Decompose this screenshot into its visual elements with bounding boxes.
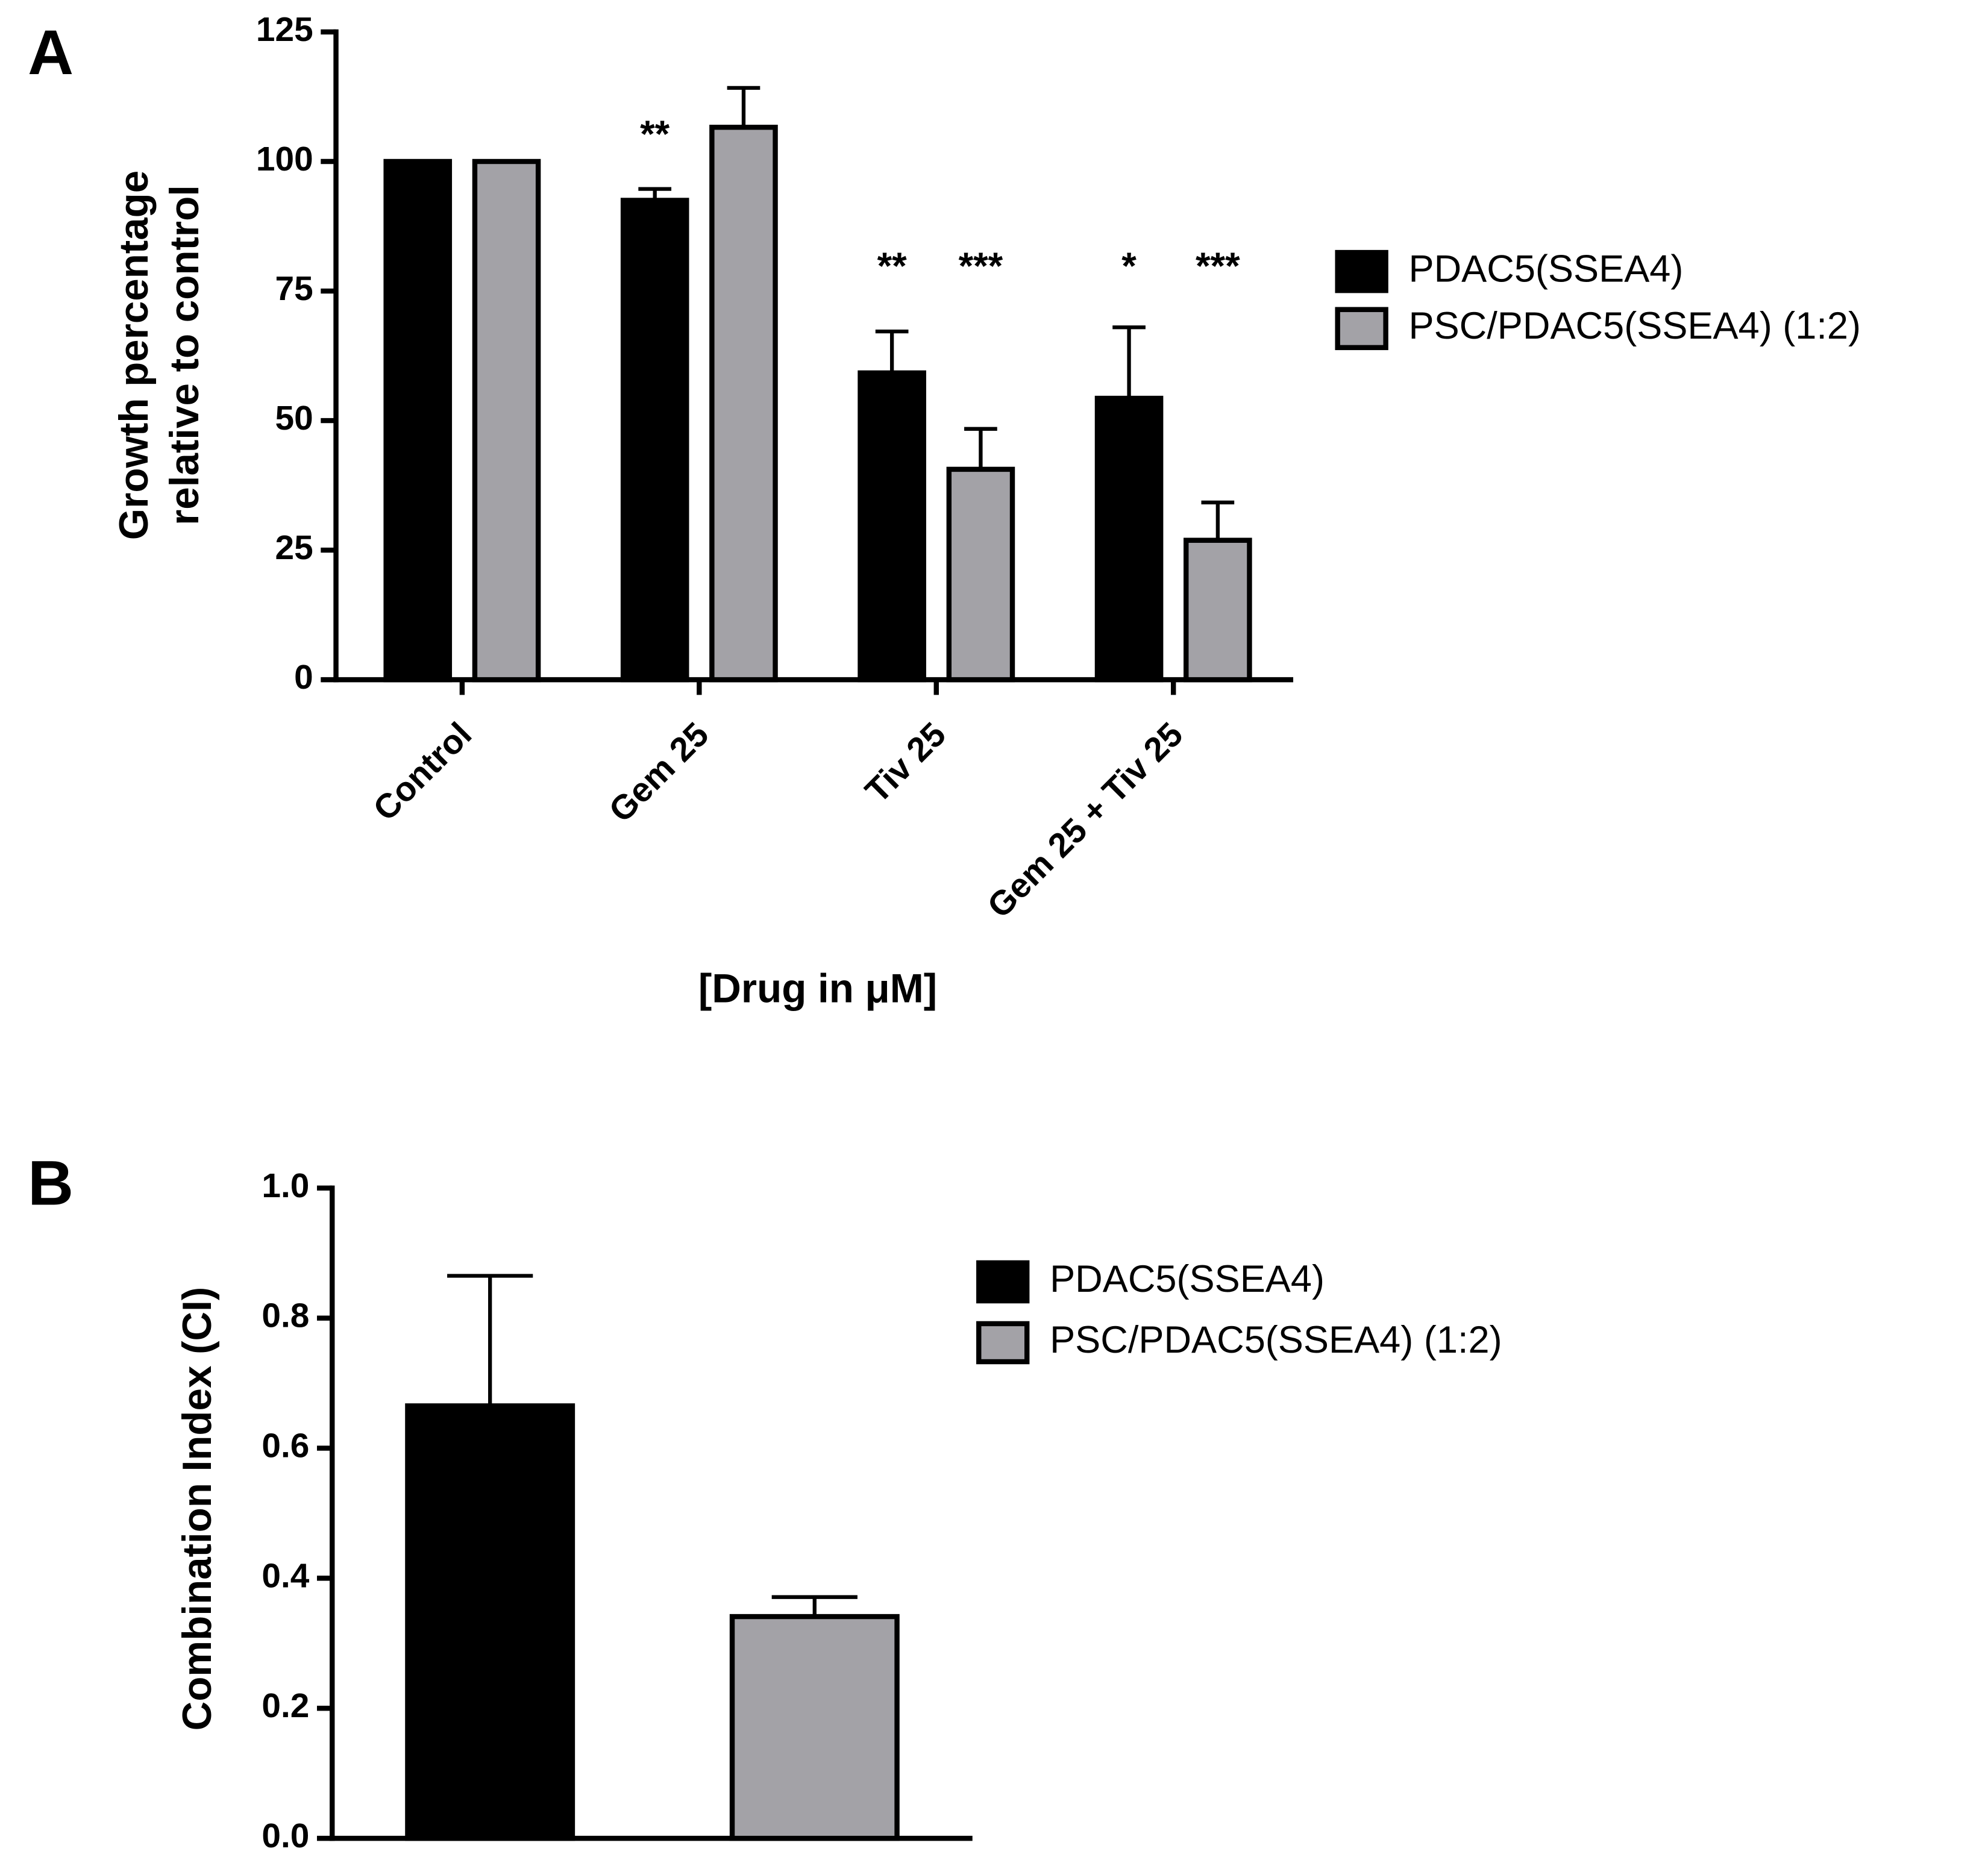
bar <box>1184 537 1252 683</box>
bar <box>620 198 689 683</box>
bar <box>709 125 778 683</box>
x-axis-label: [Drug in μM] <box>698 966 937 1011</box>
significance-label: ** <box>640 113 670 155</box>
bar <box>858 370 926 683</box>
x-tick-label: Gem 25 <box>602 716 716 830</box>
error-bar <box>727 86 760 128</box>
y-tick-label: 0 <box>294 659 313 697</box>
y-tick-label: 100 <box>256 140 313 178</box>
y-tick-label: 0.4 <box>262 1557 309 1595</box>
bar <box>472 158 541 683</box>
y-tick-label: 125 <box>256 11 313 49</box>
bar <box>383 158 453 683</box>
x-tick-label: Gem 25 + Tiv 25 <box>980 716 1191 926</box>
y-tick-label: 0.0 <box>262 1817 309 1855</box>
error-bar <box>964 427 997 469</box>
y-axis-label: relative to control <box>162 185 207 525</box>
error-bar <box>1201 500 1235 540</box>
bar <box>946 466 1015 683</box>
x-tick-label: Tiv 25 <box>858 716 953 811</box>
legend-swatch <box>1335 307 1388 351</box>
error-bar <box>447 1274 533 1406</box>
y-tick-label: 75 <box>275 270 313 308</box>
legend-swatch <box>976 1260 1030 1304</box>
error-bar <box>771 1595 858 1617</box>
legend-swatch <box>1335 249 1388 293</box>
bar <box>729 1614 900 1841</box>
significance-label: *** <box>959 245 1003 287</box>
panel-label: B <box>28 1148 74 1219</box>
y-tick-label: 0.6 <box>262 1427 309 1465</box>
panel-label: A <box>28 17 74 88</box>
error-bar <box>875 329 909 373</box>
legend-label: PSC/PDAC5(SSEA4) (1:2) <box>1408 305 1861 347</box>
legend-label: PDAC5(SSEA4) <box>1408 248 1683 290</box>
y-tick-label: 25 <box>275 529 313 567</box>
legend-swatch <box>976 1321 1030 1365</box>
error-bar <box>1112 325 1146 399</box>
x-tick-label: Control <box>366 716 479 828</box>
significance-label: * <box>1121 245 1137 287</box>
y-axis-label: Combination Index (CI) <box>175 1287 220 1731</box>
y-tick-label: 0.8 <box>262 1297 309 1335</box>
bar <box>1094 395 1164 683</box>
legend-label: PDAC5(SSEA4) <box>1050 1258 1325 1300</box>
legend-label: PSC/PDAC5(SSEA4) (1:2) <box>1050 1319 1502 1361</box>
significance-label: *** <box>1196 245 1240 287</box>
y-tick-label: 1.0 <box>262 1167 309 1205</box>
y-axis-label: Growth percentage <box>111 171 157 540</box>
bar <box>405 1403 575 1841</box>
y-tick-label: 0.2 <box>262 1687 309 1725</box>
y-tick-label: 50 <box>275 399 313 437</box>
significance-label: ** <box>877 245 908 287</box>
